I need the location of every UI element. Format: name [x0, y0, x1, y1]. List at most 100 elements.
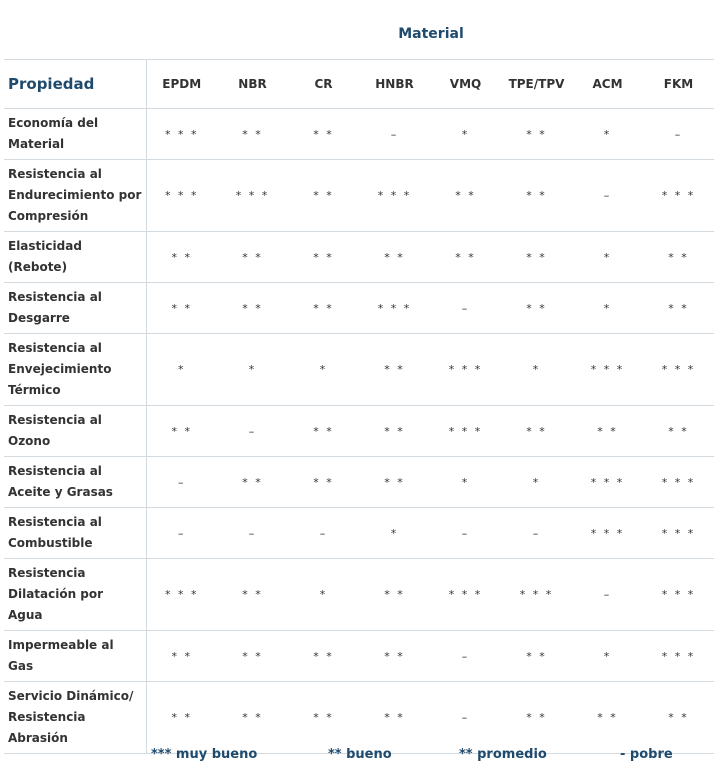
table-row: Economía del Material * * * * * * * – * * * * –: [4, 108, 714, 160]
rating-cell: * *: [359, 405, 430, 457]
rating-cell: * * *: [643, 558, 714, 631]
table-row: Resistencia Dilatación por Agua * * * * * *…: [4, 558, 714, 631]
rating-cell: * *: [501, 159, 572, 232]
rating-cell: * * *: [217, 159, 288, 232]
rating-cell: * *: [501, 405, 572, 457]
rating-cell: * *: [501, 630, 572, 682]
property-name: Resistencia Dilatación por Agua: [4, 558, 147, 631]
legend-average: ** promedio: [459, 747, 547, 762]
rating-cell: * *: [430, 231, 501, 283]
rating-cell: * *: [643, 282, 714, 334]
rating-cell: *: [430, 456, 501, 508]
rating-cell: –: [288, 507, 359, 559]
rating-cell: *: [572, 630, 643, 682]
rating-cell: *: [572, 282, 643, 334]
rating-cell: * *: [359, 231, 430, 283]
property-name: Impermeable al Gas: [4, 630, 147, 682]
rating-cell: * *: [288, 681, 359, 754]
table-header-row: Propiedad EPDM NBR CR HNBR VMQ TPE/TPV A…: [4, 59, 714, 109]
rating-cell: * * *: [572, 507, 643, 559]
material-header-cr: CR: [288, 59, 359, 109]
rating-cell: * *: [288, 159, 359, 232]
rating-cell: * *: [217, 282, 288, 334]
rating-cell: * * *: [643, 630, 714, 682]
table-row: Elasticidad (Rebote) * * * * * * * * * * * * * *…: [4, 231, 714, 283]
property-name: Servicio Dinámico/ Resistencia Abrasión: [4, 681, 147, 754]
rating-cell: * *: [288, 405, 359, 457]
rating-cell: * *: [217, 681, 288, 754]
material-header-hnbr: HNBR: [359, 59, 430, 109]
property-name: Resistencia al Aceite y Grasas: [4, 456, 147, 508]
rating-cell: * * *: [430, 405, 501, 457]
rating-cell: * *: [643, 405, 714, 457]
rating-cell: –: [217, 405, 288, 457]
rating-cell: –: [572, 558, 643, 631]
rating-cell: * *: [288, 630, 359, 682]
material-heading: Material: [398, 26, 464, 42]
rating-cell: –: [146, 507, 217, 559]
rating-cell: * * *: [146, 558, 217, 631]
table-row: Resistencia al Aceite y Grasas – * * * * * *…: [4, 456, 714, 508]
table-row: Servicio Dinámico/ Resistencia Abrasión *…: [4, 681, 714, 754]
property-name: Resistencia al Endurecimiento por Compre…: [4, 159, 147, 232]
rating-cell: *: [501, 456, 572, 508]
legend-poor: - pobre: [620, 747, 673, 762]
rating-cell: * *: [217, 231, 288, 283]
rating-cell: * *: [146, 282, 217, 334]
rating-cell: * *: [359, 630, 430, 682]
rating-cell: *: [217, 333, 288, 406]
rating-cell: –: [501, 507, 572, 559]
rating-cell: * *: [146, 681, 217, 754]
rating-cell: * *: [146, 231, 217, 283]
rating-cell: * *: [430, 159, 501, 232]
rating-cell: * *: [359, 681, 430, 754]
rating-cell: * *: [359, 558, 430, 631]
rating-cell: * *: [643, 681, 714, 754]
rating-cell: * * *: [643, 507, 714, 559]
rating-cell: * * *: [643, 333, 714, 406]
table-row: Resistencia al Ozono * * – * * * * * * * * * * …: [4, 405, 714, 457]
property-column-header: Propiedad: [4, 59, 147, 109]
property-name: Resistencia al Ozono: [4, 405, 147, 457]
material-header-epdm: EPDM: [146, 59, 217, 109]
rating-cell: * *: [572, 681, 643, 754]
rating-cell: * *: [217, 108, 288, 160]
table-row: Resistencia al Desgarre * * * * * * * * * – * …: [4, 282, 714, 334]
rating-cell: * * *: [430, 558, 501, 631]
rating-cell: * *: [146, 630, 217, 682]
rating-cell: * * *: [359, 159, 430, 232]
rating-cell: * *: [288, 231, 359, 283]
rating-cell: * * *: [146, 108, 217, 160]
rating-cell: * * *: [643, 159, 714, 232]
table-row: Resistencia al Envejecimiento Térmico * * *…: [4, 333, 714, 406]
property-name: Elasticidad (Rebote): [4, 231, 147, 283]
property-name: Resistencia al Desgarre: [4, 282, 147, 334]
rating-cell: * *: [501, 282, 572, 334]
rating-cell: *: [572, 108, 643, 160]
rating-cell: –: [430, 681, 501, 754]
rating-cell: * *: [501, 108, 572, 160]
rating-cell: –: [572, 159, 643, 232]
rating-cell: *: [501, 333, 572, 406]
rating-cell: * *: [217, 630, 288, 682]
rating-cell: * * *: [430, 333, 501, 406]
rating-cell: –: [430, 282, 501, 334]
rating-cell: * *: [288, 456, 359, 508]
rating-cell: *: [572, 231, 643, 283]
rating-cell: –: [217, 507, 288, 559]
table-row: Resistencia al Combustible – – – * – – * * * * *…: [4, 507, 714, 559]
rating-cell: * * *: [359, 282, 430, 334]
material-header-acm: ACM: [572, 59, 643, 109]
rating-cell: –: [430, 630, 501, 682]
material-header-fkm: FKM: [643, 59, 714, 109]
rating-cell: * *: [288, 108, 359, 160]
material-header-tpe-tpv: TPE/TPV: [501, 59, 572, 109]
rating-legend: *** muy bueno ** bueno ** promedio - pob…: [0, 747, 721, 767]
rating-cell: * *: [359, 456, 430, 508]
rating-cell: –: [430, 507, 501, 559]
rating-cell: * *: [501, 681, 572, 754]
rating-cell: *: [359, 507, 430, 559]
rating-cell: * *: [572, 405, 643, 457]
rating-cell: * * *: [572, 456, 643, 508]
rating-cell: * *: [146, 405, 217, 457]
